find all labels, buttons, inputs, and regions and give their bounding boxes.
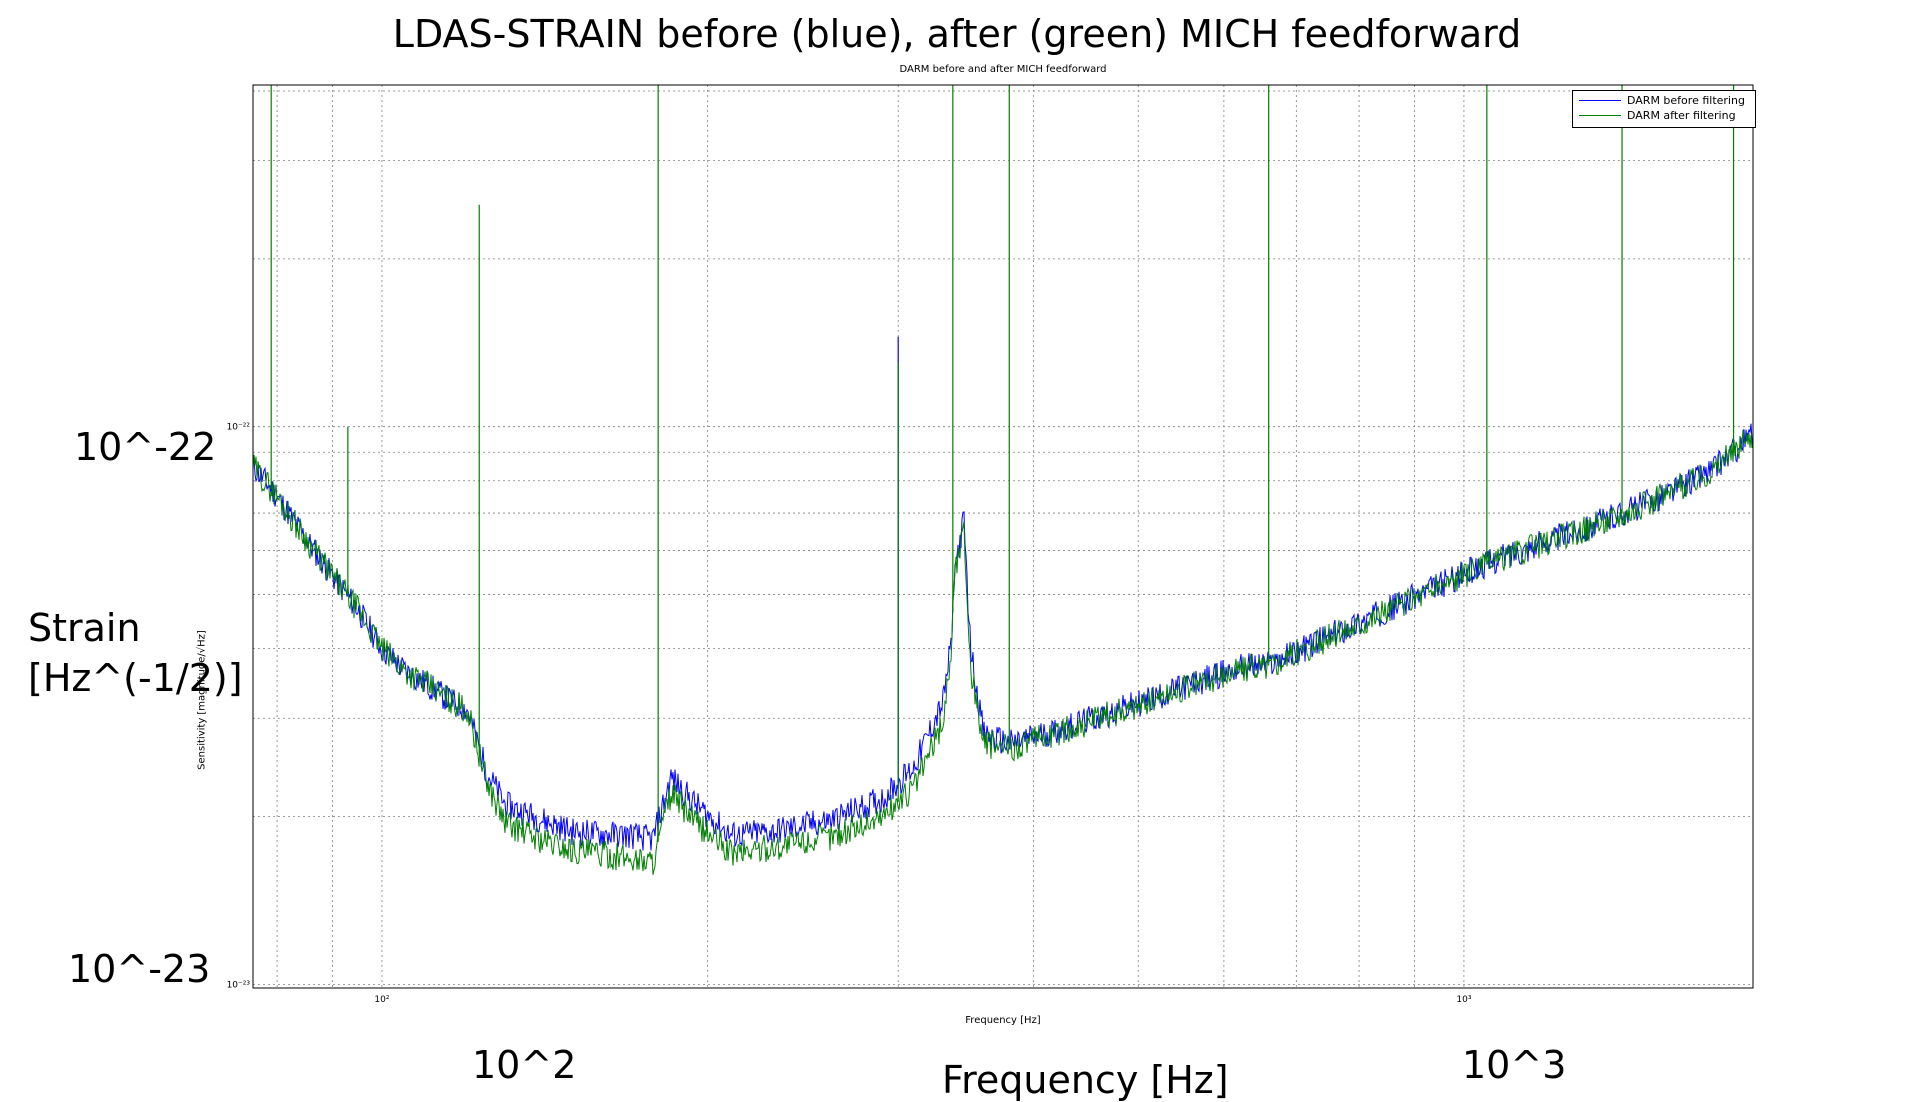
legend-swatch-after — [1579, 115, 1621, 116]
series-line-after — [252, 429, 1754, 875]
y-tick-label: 10⁻²³ — [227, 980, 251, 990]
plot-frame — [252, 84, 1754, 989]
overlay-title: LDAS-STRAIN before (blue), after (green)… — [392, 12, 1522, 56]
legend-label-after: DARM after filtering — [1627, 109, 1736, 122]
overlay-y-tick-major: 10^-22 — [74, 425, 217, 469]
series-line-before — [252, 423, 1754, 851]
x-tick-label: 10³ — [1456, 995, 1471, 1005]
overlay-y-label-line2: [Hz^(-1/2)] — [28, 656, 243, 700]
overlay-y-tick-minor: 10^-23 — [68, 947, 211, 991]
legend: DARM before filtering DARM after filteri… — [1572, 90, 1756, 128]
overlay-x-tick-left: 10^2 — [472, 1043, 577, 1087]
y-axis-label: Sensitivity [magnitude/√Hz] — [196, 630, 208, 770]
y-tick-label: 10⁻²² — [227, 423, 251, 433]
legend-entry-before: DARM before filtering — [1573, 94, 1755, 108]
x-axis-label: Frequency [Hz] — [965, 1015, 1041, 1026]
tick-layer: 10² 10³ 10⁻²² 10⁻²³ — [227, 423, 1472, 1005]
overlay-x-label: Frequency [Hz] — [942, 1058, 1229, 1102]
series-layer — [252, 85, 1754, 875]
legend-entry-after: DARM after filtering — [1573, 109, 1755, 123]
overlay-x-tick-right: 10^3 — [1462, 1043, 1567, 1087]
grid-layer — [253, 85, 1753, 988]
overlay-y-label-line1: Strain — [28, 606, 141, 650]
legend-label-before: DARM before filtering — [1627, 94, 1745, 107]
x-tick-label: 10² — [374, 995, 389, 1005]
chart-title: DARM before and after MICH feedforward — [899, 64, 1107, 75]
legend-swatch-before — [1579, 100, 1621, 101]
